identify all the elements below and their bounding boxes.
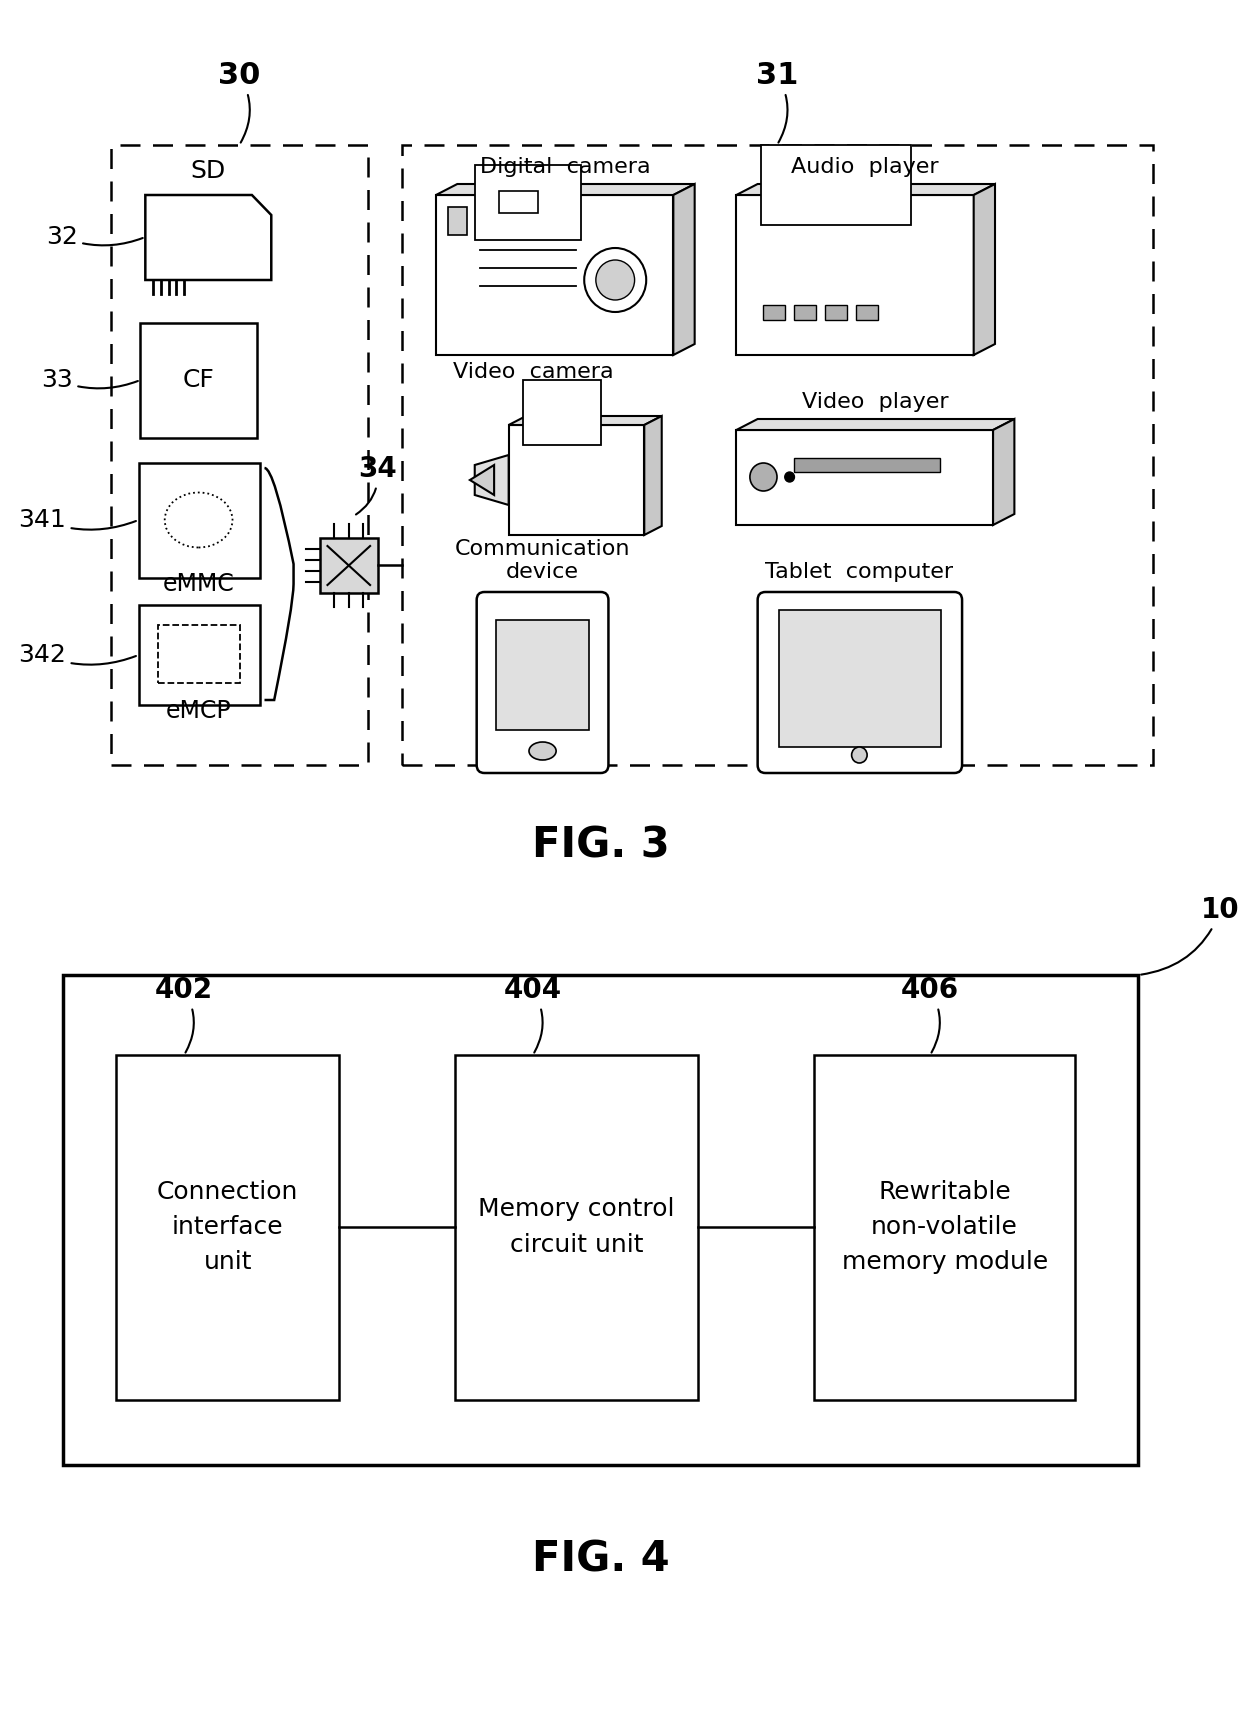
Text: 406: 406: [901, 975, 960, 1052]
Polygon shape: [737, 419, 1014, 429]
Text: 404: 404: [503, 975, 562, 1052]
Text: 341: 341: [19, 508, 136, 532]
FancyBboxPatch shape: [402, 145, 1153, 765]
Polygon shape: [993, 419, 1014, 525]
Circle shape: [785, 472, 795, 483]
FancyBboxPatch shape: [139, 464, 259, 578]
FancyBboxPatch shape: [523, 380, 600, 445]
Text: Tablet  computer: Tablet computer: [765, 561, 954, 582]
FancyBboxPatch shape: [826, 305, 847, 320]
FancyBboxPatch shape: [498, 192, 538, 212]
Polygon shape: [737, 195, 973, 354]
FancyBboxPatch shape: [475, 164, 582, 240]
Polygon shape: [973, 185, 994, 354]
Polygon shape: [673, 185, 694, 354]
Polygon shape: [737, 429, 993, 525]
Text: 30: 30: [218, 60, 260, 142]
FancyBboxPatch shape: [758, 592, 962, 773]
Circle shape: [596, 260, 635, 299]
Text: 342: 342: [19, 643, 136, 667]
Text: 34: 34: [356, 455, 397, 515]
Polygon shape: [475, 455, 508, 505]
Text: Rewritable
non-volatile
memory module: Rewritable non-volatile memory module: [842, 1179, 1048, 1275]
FancyBboxPatch shape: [857, 305, 878, 320]
Text: Connection
interface
unit: Connection interface unit: [157, 1179, 299, 1275]
Text: Memory control
circuit unit: Memory control circuit unit: [479, 1198, 675, 1256]
FancyBboxPatch shape: [320, 537, 378, 594]
Text: CF: CF: [182, 368, 215, 392]
FancyBboxPatch shape: [779, 611, 941, 748]
Circle shape: [584, 248, 646, 311]
Ellipse shape: [529, 743, 556, 760]
FancyBboxPatch shape: [117, 1056, 339, 1400]
Text: SD: SD: [191, 159, 226, 183]
FancyBboxPatch shape: [496, 619, 589, 731]
Text: Communication
device: Communication device: [455, 539, 630, 582]
FancyBboxPatch shape: [795, 459, 940, 472]
FancyBboxPatch shape: [455, 1056, 698, 1400]
FancyBboxPatch shape: [112, 145, 368, 765]
FancyBboxPatch shape: [795, 305, 816, 320]
Text: 10: 10: [1141, 897, 1240, 975]
Polygon shape: [436, 195, 673, 354]
Text: Digital  camera: Digital camera: [480, 157, 650, 176]
FancyBboxPatch shape: [476, 592, 609, 773]
FancyBboxPatch shape: [764, 305, 785, 320]
Circle shape: [852, 748, 867, 763]
FancyBboxPatch shape: [140, 323, 257, 438]
Circle shape: [750, 464, 777, 491]
Text: FIG. 4: FIG. 4: [532, 1538, 670, 1581]
Polygon shape: [737, 185, 994, 195]
Polygon shape: [470, 465, 494, 494]
FancyBboxPatch shape: [448, 207, 467, 234]
Polygon shape: [508, 416, 662, 424]
Polygon shape: [436, 185, 694, 195]
Text: eMCP: eMCP: [166, 700, 232, 724]
Text: Video  camera: Video camera: [453, 363, 614, 382]
FancyBboxPatch shape: [760, 145, 910, 226]
Text: 402: 402: [155, 975, 213, 1052]
Polygon shape: [645, 416, 662, 536]
Text: 32: 32: [46, 226, 143, 250]
Text: eMMC: eMMC: [162, 571, 234, 595]
Polygon shape: [145, 195, 272, 281]
Text: 33: 33: [41, 368, 138, 392]
Text: FIG. 3: FIG. 3: [532, 825, 670, 866]
FancyBboxPatch shape: [63, 975, 1138, 1465]
Text: Audio  player: Audio player: [791, 157, 939, 176]
Text: Video  player: Video player: [801, 392, 949, 412]
Polygon shape: [508, 424, 645, 536]
FancyBboxPatch shape: [139, 606, 259, 705]
FancyBboxPatch shape: [813, 1056, 1075, 1400]
Text: 31: 31: [756, 60, 799, 142]
